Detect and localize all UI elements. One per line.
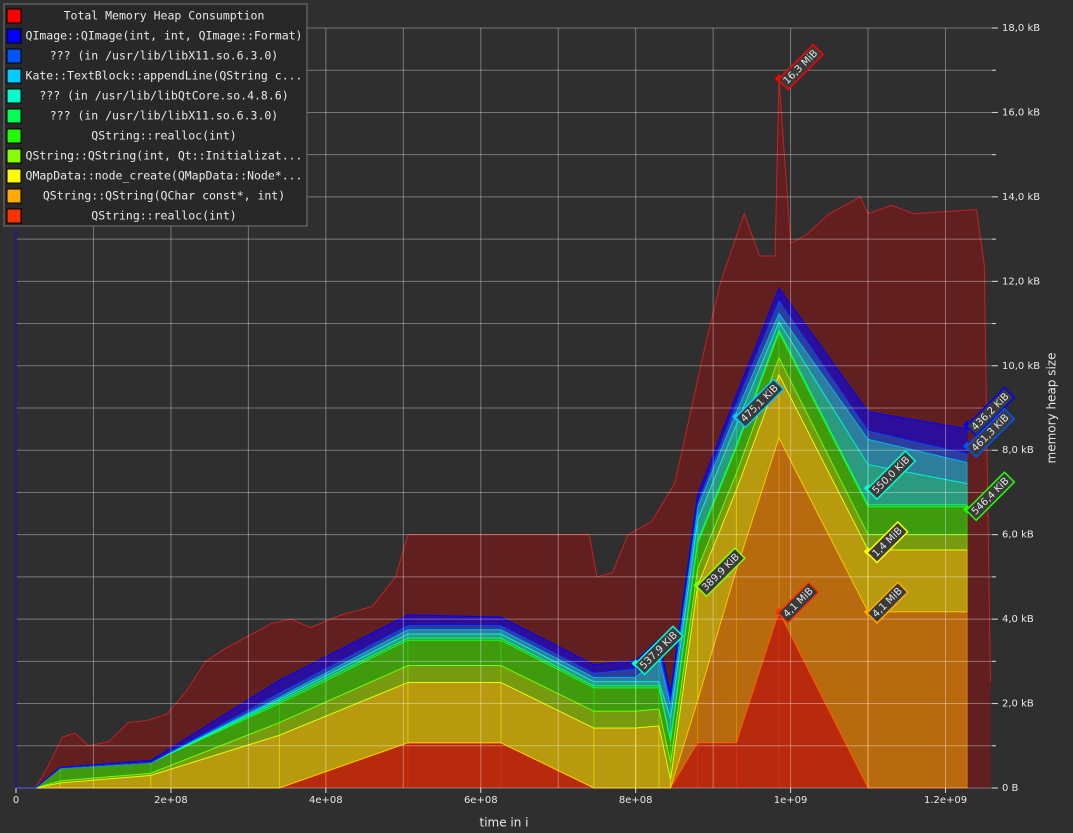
legend-label: QMapData::node_create(QMapData::Node*... xyxy=(26,169,303,183)
series-line xyxy=(16,287,968,789)
y-tick-label: 14,0 kB xyxy=(1002,192,1040,203)
x-tick-label: 2e+08 xyxy=(154,795,188,806)
x-tick-label: 6e+08 xyxy=(464,795,498,806)
legend-swatch xyxy=(6,188,22,204)
legend-label: Kate::TextBlock::appendLine(QString c... xyxy=(26,69,303,83)
y-tick-label: 0 B xyxy=(1002,783,1019,794)
annotation-box xyxy=(866,520,909,564)
legend-swatch xyxy=(6,108,22,124)
annotation-box xyxy=(965,386,1016,437)
legend-label: ??? (in /usr/lib/libX11.so.6.3.0) xyxy=(50,49,278,63)
legend-swatch xyxy=(6,148,22,164)
x-tick-label: 0 xyxy=(13,795,19,806)
legend-label: QString::QString(int, Qt::Initializat... xyxy=(26,149,303,163)
legend-label: Total Memory Heap Consumption xyxy=(64,9,265,23)
y-tick-label: 10,0 kB xyxy=(1002,361,1040,372)
annotation-box xyxy=(965,471,1016,522)
annotation-box xyxy=(965,407,1016,459)
y-tick-label: 18,0 kB xyxy=(1002,23,1040,34)
legend-swatch xyxy=(6,208,22,224)
annotation-box xyxy=(866,450,917,501)
legend-label: QString::realloc(int) xyxy=(91,209,236,223)
annotation-box xyxy=(866,581,909,624)
y-tick-label: 8,0 kB xyxy=(1002,445,1034,456)
annotation-box xyxy=(776,581,820,624)
legend-box xyxy=(3,3,308,227)
legend-swatch xyxy=(6,128,22,144)
series-area xyxy=(16,374,968,788)
y-axis-title: memory heap size xyxy=(1045,353,1059,464)
y-tick-label: 4,0 kB xyxy=(1002,614,1034,625)
total-line xyxy=(16,78,991,789)
x-tick-label: 1.2e+09 xyxy=(924,795,967,806)
x-tick-label: 8e+08 xyxy=(619,795,653,806)
y-tick-label: 12,0 kB xyxy=(1002,276,1040,287)
annotation-box xyxy=(776,43,825,91)
annotation-box xyxy=(734,378,785,429)
x-tick-label: 1e+09 xyxy=(774,795,808,806)
x-tick-label: 4e+08 xyxy=(309,795,343,806)
legend-label: QString::QString(QChar const*, int) xyxy=(43,189,285,203)
legend-label: ??? (in /usr/lib/libQtCore.so.4.8.6) xyxy=(39,89,288,103)
legend-swatch xyxy=(6,68,22,84)
annotation-box xyxy=(633,625,684,676)
legend-swatch xyxy=(6,48,22,64)
legend-swatch xyxy=(6,28,22,44)
legend: Total Memory Heap ConsumptionQImage::QIm… xyxy=(3,3,308,227)
y-tick-label: 16,0 kB xyxy=(1002,107,1040,118)
x-axis-title: time in i xyxy=(479,816,528,830)
legend-swatch xyxy=(6,88,22,104)
y-tick-label: 6,0 kB xyxy=(1002,530,1034,541)
y-tick-label: 2,0 kB xyxy=(1002,699,1034,710)
legend-label: QImage::QImage(int, int, QImage::Format) xyxy=(26,29,303,43)
legend-swatch xyxy=(6,8,22,24)
series-area xyxy=(16,611,968,788)
legend-label: ??? (in /usr/lib/libX11.so.6.3.0) xyxy=(50,109,278,123)
legend-swatch xyxy=(6,168,22,184)
legend-label: QString::realloc(int) xyxy=(91,129,236,143)
annotation-box xyxy=(695,547,746,598)
series-area xyxy=(16,313,968,788)
series-line xyxy=(16,299,968,789)
series-area xyxy=(16,437,968,788)
